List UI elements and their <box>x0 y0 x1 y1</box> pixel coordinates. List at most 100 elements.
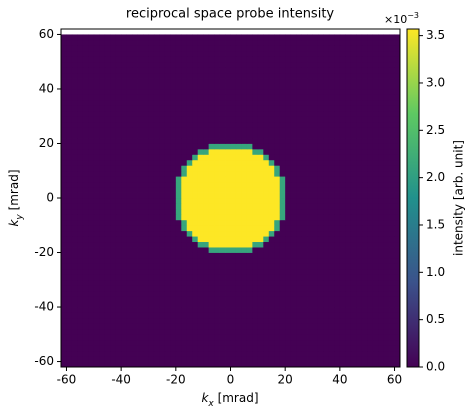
heatmap-cell <box>159 34 166 41</box>
heatmap-cell <box>394 214 401 221</box>
heatmap-cell <box>241 50 248 57</box>
heatmap-cell <box>312 345 319 352</box>
heatmap-cell <box>159 88 166 95</box>
heatmap-cell <box>214 181 220 188</box>
heatmap-cell <box>241 61 248 68</box>
heatmap-cell <box>203 219 210 226</box>
heatmap-cell <box>77 312 84 319</box>
heatmap-cell <box>350 61 357 68</box>
heatmap-cell <box>203 328 210 335</box>
heatmap-cell <box>372 345 379 352</box>
heatmap-cell <box>143 339 149 346</box>
heatmap-cell <box>164 67 171 74</box>
heatmap-cell <box>148 127 155 133</box>
heatmap-cell <box>235 148 242 155</box>
heatmap-cell <box>274 83 281 90</box>
heatmap-cell <box>356 290 363 297</box>
heatmap-cell <box>186 301 193 308</box>
heatmap-cell <box>328 219 335 226</box>
heatmap-cell <box>383 148 390 155</box>
heatmap-cell <box>143 279 149 286</box>
heatmap-cell <box>290 83 297 90</box>
heatmap-cell <box>268 110 275 117</box>
multiplier-exponent: −3 <box>407 11 419 20</box>
heatmap-cell <box>394 203 401 210</box>
heatmap-cell <box>257 317 264 324</box>
heatmap-cell <box>110 72 117 79</box>
heatmap-cell <box>378 241 384 248</box>
heatmap-cell <box>252 187 259 193</box>
heatmap-cell <box>214 39 220 46</box>
heatmap-cell <box>71 307 78 313</box>
heatmap-cell <box>328 110 335 117</box>
heatmap-cell <box>66 274 73 281</box>
heatmap-cell <box>241 83 248 90</box>
heatmap-cell <box>361 307 368 313</box>
heatmap-cell <box>164 56 171 63</box>
heatmap-cell <box>126 56 133 63</box>
heatmap-cell <box>246 350 253 357</box>
heatmap-cell <box>378 110 384 117</box>
heatmap-cell <box>159 274 166 281</box>
heatmap-cell <box>279 323 286 330</box>
heatmap-cell <box>121 34 128 41</box>
heatmap-cell <box>132 296 138 302</box>
heatmap-cell <box>317 78 324 84</box>
heatmap-cell <box>372 39 379 46</box>
heatmap-cell <box>175 45 182 52</box>
heatmap-cell <box>307 154 313 161</box>
heatmap-cell <box>241 181 248 188</box>
heatmap-cell <box>389 72 395 79</box>
heatmap-cell <box>115 279 122 286</box>
heatmap-cell <box>241 45 248 52</box>
heatmap-cell <box>328 165 335 172</box>
heatmap-cell <box>241 78 248 84</box>
heatmap-cell <box>225 83 231 90</box>
heatmap-cell <box>175 279 182 286</box>
heatmap-cell <box>181 192 188 199</box>
heatmap-cell <box>143 34 149 41</box>
heatmap-cell <box>274 203 281 210</box>
heatmap-cell <box>389 274 395 281</box>
heatmap-cell <box>148 339 155 346</box>
colorbar-tick-label: 1.5 <box>426 217 445 231</box>
heatmap-cell <box>312 312 319 319</box>
heatmap-cell <box>181 170 188 177</box>
heatmap-cell <box>93 78 100 84</box>
heatmap-cell <box>389 181 395 188</box>
heatmap-cell <box>361 88 368 95</box>
heatmap-cell <box>148 181 155 188</box>
heatmap-cell <box>104 170 111 177</box>
heatmap-cell <box>274 110 281 117</box>
heatmap-cell <box>143 159 149 166</box>
heatmap-cell <box>170 176 177 183</box>
heatmap-cell <box>121 148 128 155</box>
heatmap-cell <box>137 165 144 172</box>
heatmap-cell <box>230 34 237 41</box>
heatmap-cell <box>132 176 138 183</box>
heatmap-cell <box>93 72 100 79</box>
heatmap-cell <box>208 116 215 123</box>
heatmap-cell <box>77 192 84 199</box>
heatmap-cell <box>383 88 390 95</box>
heatmap-cell <box>394 105 401 112</box>
heatmap-cell <box>71 192 78 199</box>
heatmap-cell <box>115 301 122 308</box>
heatmap-cell <box>137 361 144 368</box>
heatmap-cell <box>121 350 128 357</box>
heatmap-cell <box>143 198 149 204</box>
heatmap-cell <box>263 312 270 319</box>
heatmap-cell <box>339 263 346 270</box>
heatmap-cell <box>225 268 231 275</box>
heatmap-cell <box>192 307 199 313</box>
heatmap-cell <box>126 230 133 237</box>
heatmap-cell <box>126 127 133 133</box>
heatmap-cell <box>307 165 313 172</box>
heatmap-cell <box>372 290 379 297</box>
heatmap-cell <box>301 198 308 204</box>
heatmap-cell <box>115 159 122 166</box>
heatmap-cell <box>153 356 160 362</box>
heatmap-cell <box>334 317 341 324</box>
heatmap-cell <box>323 170 330 177</box>
heatmap-cell <box>148 67 155 74</box>
